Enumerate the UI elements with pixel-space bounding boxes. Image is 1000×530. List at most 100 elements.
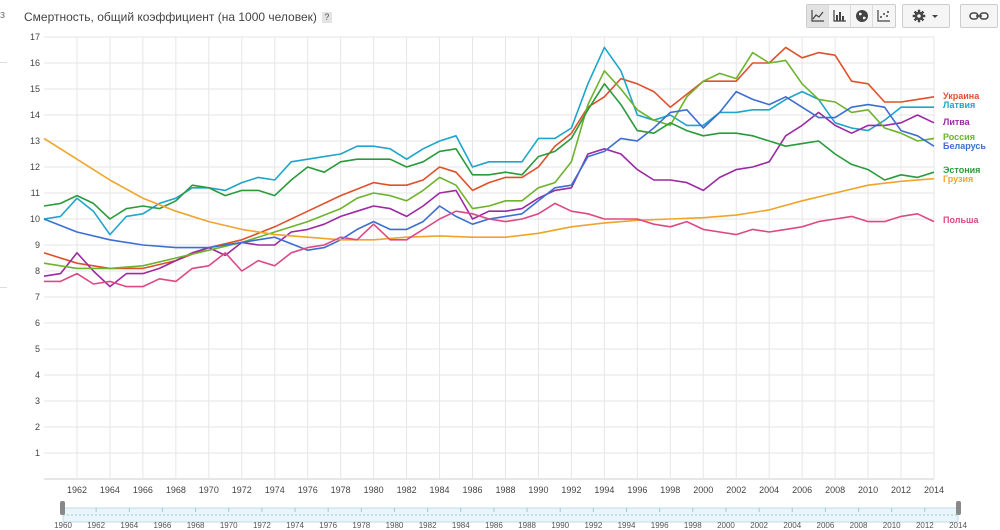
help-button[interactable]: ? <box>321 12 332 23</box>
y-tick-label: 16 <box>30 58 40 68</box>
x-tick-label: 1978 <box>331 485 351 495</box>
series-line-3 <box>43 111 935 288</box>
range-tick-label: 1994 <box>618 521 636 530</box>
line-chart-icon <box>810 10 824 22</box>
series-line-4 <box>43 51 935 270</box>
y-tick-label: 8 <box>35 266 40 276</box>
x-tick-label: 2000 <box>693 485 713 495</box>
y-tick-label: 6 <box>35 318 40 328</box>
x-tick-label: 1988 <box>495 485 515 495</box>
range-tick-label: 1998 <box>684 521 702 530</box>
range-tick-label: 1960 <box>54 521 72 530</box>
settings-button[interactable] <box>903 5 949 27</box>
x-tick-label: 1980 <box>364 485 384 495</box>
link-icon <box>969 12 989 20</box>
range-tick-label: 1962 <box>87 521 105 530</box>
caret-down-icon <box>932 15 938 18</box>
range-tick-label: 1996 <box>651 521 669 530</box>
y-tick-label: 12 <box>30 162 40 172</box>
y-tick-label: 11 <box>31 188 40 198</box>
y-tick-label: 1 <box>35 448 40 458</box>
bar-chart-icon <box>832 10 846 22</box>
range-tick-label: 2008 <box>850 521 868 530</box>
range-tick-label: 1990 <box>551 521 569 530</box>
range-handle-end[interactable] <box>956 501 961 515</box>
range-handle-start[interactable] <box>60 501 65 515</box>
range-tick-label: 1968 <box>187 521 205 530</box>
x-tick-label: 2014 <box>924 485 944 495</box>
chart-title-text: Смертность, общий коэффициент (на 1000 ч… <box>24 10 317 24</box>
gear-icon <box>912 9 938 23</box>
x-tick-label: 1976 <box>298 485 318 495</box>
range-tick-label: 2012 <box>916 521 934 530</box>
range-tick-label: 2000 <box>717 521 735 530</box>
link-button[interactable] <box>961 5 997 27</box>
x-tick-label: 1984 <box>430 485 450 495</box>
range-tick-label: 1986 <box>485 521 503 530</box>
x-tick-label: 2002 <box>726 485 746 495</box>
series-line-2 <box>43 46 934 236</box>
y-tick-label: 7 <box>35 292 40 302</box>
bar-chart-button[interactable] <box>829 5 851 27</box>
range-tick-label: 1964 <box>120 521 138 530</box>
range-tick-label: 1988 <box>518 521 536 530</box>
x-tick-label: 2008 <box>825 485 845 495</box>
left-edge-divider <box>0 62 7 63</box>
y-tick-label: 5 <box>35 344 40 354</box>
chart-title: Смертность, общий коэффициент (на 1000 ч… <box>24 10 332 24</box>
series-line-8 <box>44 202 935 288</box>
y-tick-label: 3 <box>35 396 40 406</box>
range-tick-label: 1974 <box>286 521 304 530</box>
range-tick-label: 2004 <box>783 521 801 530</box>
x-tick-label: 1998 <box>660 485 680 495</box>
scatter-chart-button[interactable] <box>873 5 895 27</box>
y-tick-label: 14 <box>30 110 40 120</box>
range-tick-label: 2002 <box>750 521 768 530</box>
series-end-label: Литва <box>943 117 971 127</box>
x-tick-label: 1966 <box>133 485 153 495</box>
range-tick-label: 1970 <box>220 521 238 530</box>
range-tick-label: 1972 <box>253 521 271 530</box>
y-tick-label: 9 <box>35 240 40 250</box>
x-tick-label: 1968 <box>166 485 186 495</box>
globe-map-icon <box>855 10 868 22</box>
left-edge-divider <box>0 287 7 288</box>
range-tick-label: 1984 <box>452 521 470 530</box>
left-edge-mark: з <box>0 9 6 21</box>
series-end-label: Россия <box>943 132 975 142</box>
y-tick-label: 10 <box>30 214 40 224</box>
series-end-label: Грузия <box>943 174 973 184</box>
y-tick-label: 2 <box>35 422 40 432</box>
x-tick-label: 2010 <box>858 485 878 495</box>
series-line-5 <box>43 90 935 251</box>
range-tick-label: 2006 <box>817 521 835 530</box>
y-tick-label: 17 <box>30 32 40 42</box>
line-chart-button[interactable] <box>807 5 829 27</box>
x-tick-label: 1970 <box>199 485 219 495</box>
x-tick-label: 1972 <box>232 485 252 495</box>
x-tick-label: 1974 <box>265 485 285 495</box>
range-tick-label: 1980 <box>386 521 404 530</box>
map-chart-button[interactable] <box>851 5 873 27</box>
range-tick-label: 1992 <box>584 521 602 530</box>
x-tick-label: 1964 <box>100 485 120 495</box>
link-toolbar <box>960 4 998 28</box>
series-line-6 <box>43 83 935 220</box>
x-tick-label: 1996 <box>627 485 647 495</box>
x-tick-label: 1994 <box>594 485 614 495</box>
series-end-label: Беларусь <box>943 141 986 151</box>
range-tick-label: 2010 <box>883 521 901 530</box>
x-tick-label: 1962 <box>67 485 87 495</box>
x-tick-label: 2006 <box>792 485 812 495</box>
range-tick-label: 1976 <box>319 521 337 530</box>
series-line-7 <box>43 137 935 241</box>
series-end-label: Латвия <box>943 100 975 110</box>
left-edge-panel: з <box>0 0 8 530</box>
series-end-label: Польша <box>943 215 979 225</box>
y-tick-label: 13 <box>30 136 40 146</box>
chart-type-toolbar <box>806 4 896 28</box>
settings-toolbar <box>902 4 950 28</box>
y-tick-label: 15 <box>30 84 40 94</box>
range-tick-label: 1978 <box>352 521 370 530</box>
scatter-chart-icon <box>877 10 890 22</box>
